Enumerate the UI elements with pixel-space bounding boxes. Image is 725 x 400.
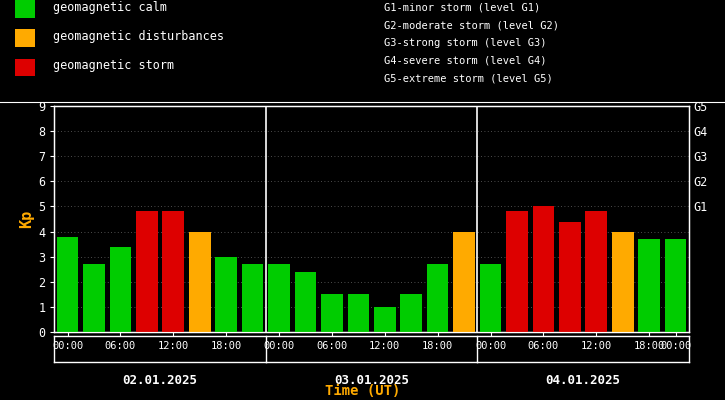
Bar (57, 236, 78, 332)
Bar (400, 294, 422, 332)
Bar (427, 264, 449, 332)
Bar (162, 212, 184, 332)
Bar (83, 264, 105, 332)
Text: geomagnetic calm: geomagnetic calm (53, 1, 167, 14)
Bar (215, 257, 237, 332)
Bar (321, 294, 343, 332)
Bar (480, 264, 502, 332)
Bar (347, 294, 369, 332)
Text: Time (UT): Time (UT) (325, 384, 400, 398)
Bar (374, 307, 396, 332)
Text: 03.01.2025: 03.01.2025 (334, 374, 409, 387)
FancyBboxPatch shape (14, 58, 35, 76)
Text: 04.01.2025: 04.01.2025 (545, 374, 621, 387)
Bar (559, 222, 581, 332)
Bar (109, 247, 131, 332)
Bar (241, 264, 263, 332)
FancyBboxPatch shape (14, 30, 35, 47)
Bar (665, 239, 687, 332)
Bar (506, 212, 528, 332)
Bar (268, 264, 290, 332)
Y-axis label: Kp: Kp (19, 210, 34, 228)
Text: G3-strong storm (level G3): G3-strong storm (level G3) (384, 38, 547, 48)
Bar (189, 232, 210, 332)
Bar (294, 272, 316, 332)
Text: G2-moderate storm (level G2): G2-moderate storm (level G2) (384, 20, 559, 30)
Text: G5-extreme storm (level G5): G5-extreme storm (level G5) (384, 74, 553, 84)
Bar (638, 239, 660, 332)
Bar (136, 212, 158, 332)
Bar (533, 206, 554, 332)
Text: geomagnetic storm: geomagnetic storm (53, 59, 174, 72)
Bar (612, 232, 634, 332)
Text: G4-severe storm (level G4): G4-severe storm (level G4) (384, 56, 547, 66)
Text: geomagnetic disturbances: geomagnetic disturbances (53, 30, 224, 43)
Text: 02.01.2025: 02.01.2025 (123, 374, 198, 387)
FancyBboxPatch shape (14, 0, 35, 18)
Bar (585, 212, 607, 332)
Bar (453, 232, 475, 332)
Text: G1-minor storm (level G1): G1-minor storm (level G1) (384, 3, 541, 13)
